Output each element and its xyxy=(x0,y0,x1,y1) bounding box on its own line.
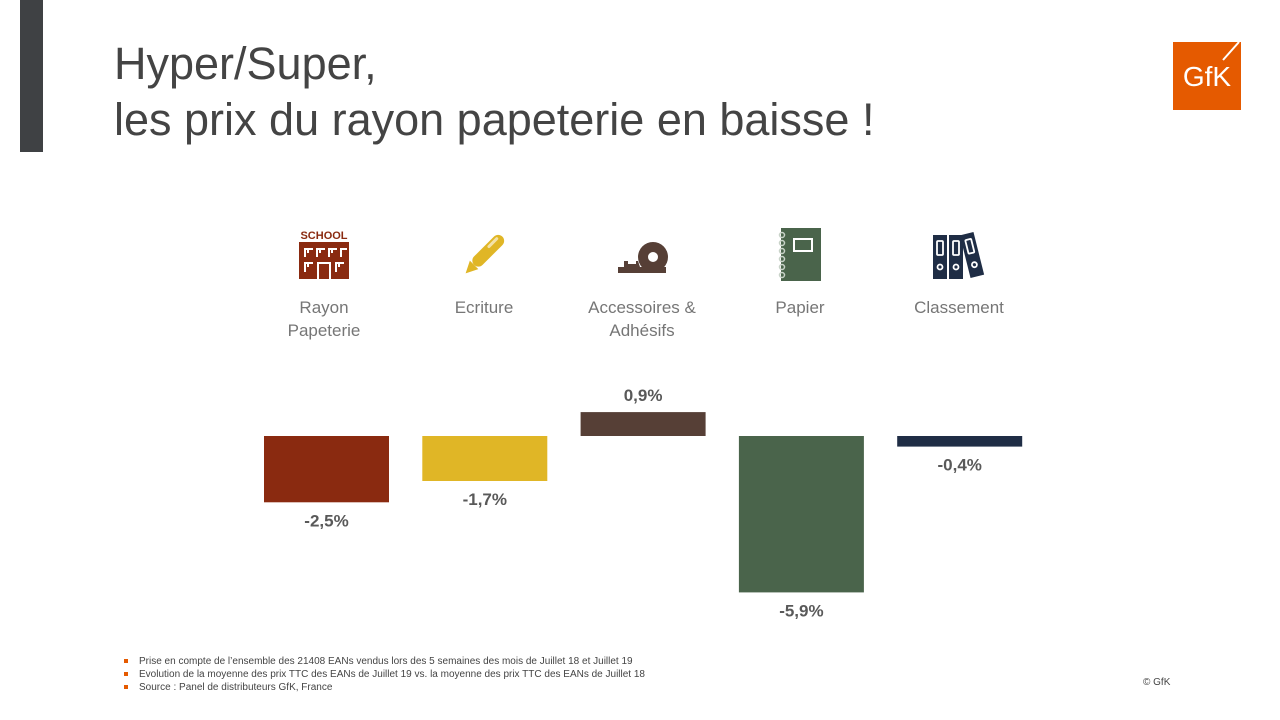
footnote: Source : Panel de distributeurs GfK, Fra… xyxy=(124,681,645,694)
bar-2 xyxy=(580,412,706,436)
accent-bar xyxy=(20,0,43,152)
data-label-0: -2,5% xyxy=(304,511,348,530)
category-label-papier: Papier xyxy=(715,296,885,319)
category-label-ecriture: Ecriture xyxy=(399,296,569,319)
category-label-line: Adhésifs xyxy=(609,321,675,340)
pen-icon xyxy=(465,234,505,274)
school-building-icon: SCHOOL xyxy=(299,230,349,279)
bar-4 xyxy=(897,436,1023,447)
tape-dispenser-icon xyxy=(618,242,668,273)
category-label-rayon-papeterie: Rayon Papeterie xyxy=(239,296,409,342)
binders-icon xyxy=(933,231,985,279)
data-label-3: -5,9% xyxy=(779,601,823,620)
category-label-line: Classement xyxy=(914,298,1004,317)
title-line-1: Hyper/Super, xyxy=(114,38,377,89)
slide-title: Hyper/Super, les prix du rayon papeterie… xyxy=(114,36,874,148)
category-label-accessoires-adhesifs: Accessoires & Adhésifs xyxy=(557,296,727,342)
footnote: Prise en compte de l’ensemble des 21408 … xyxy=(124,655,645,668)
bar-1 xyxy=(422,436,548,481)
data-label-1: -1,7% xyxy=(463,490,507,509)
copyright: © GfK xyxy=(1143,677,1171,688)
bar-0 xyxy=(264,436,389,503)
bar-3 xyxy=(738,436,864,593)
category-label-line: Papeterie xyxy=(287,321,361,340)
data-label-4: -0,4% xyxy=(937,456,981,475)
data-label-2: 0,9% xyxy=(624,386,663,405)
title-line-2: les prix du rayon papeterie en baisse ! xyxy=(114,94,875,145)
category-label-line: Rayon xyxy=(299,298,349,317)
notebook-icon xyxy=(778,228,821,281)
gfk-logo: GfK xyxy=(1173,42,1241,110)
category-label-line: Accessoires & xyxy=(588,298,696,317)
category-label-classement: Classement xyxy=(874,296,1044,319)
svg-text:SCHOOL: SCHOOL xyxy=(300,230,347,242)
footnotes: Prise en compte de l’ensemble des 21408 … xyxy=(124,655,645,694)
footnote: Evolution de la moyenne des prix TTC des… xyxy=(124,668,645,681)
svg-text:GfK: GfK xyxy=(1183,61,1232,92)
category-label-line: Ecriture xyxy=(454,298,514,317)
category-label-line: Papier xyxy=(775,298,825,317)
